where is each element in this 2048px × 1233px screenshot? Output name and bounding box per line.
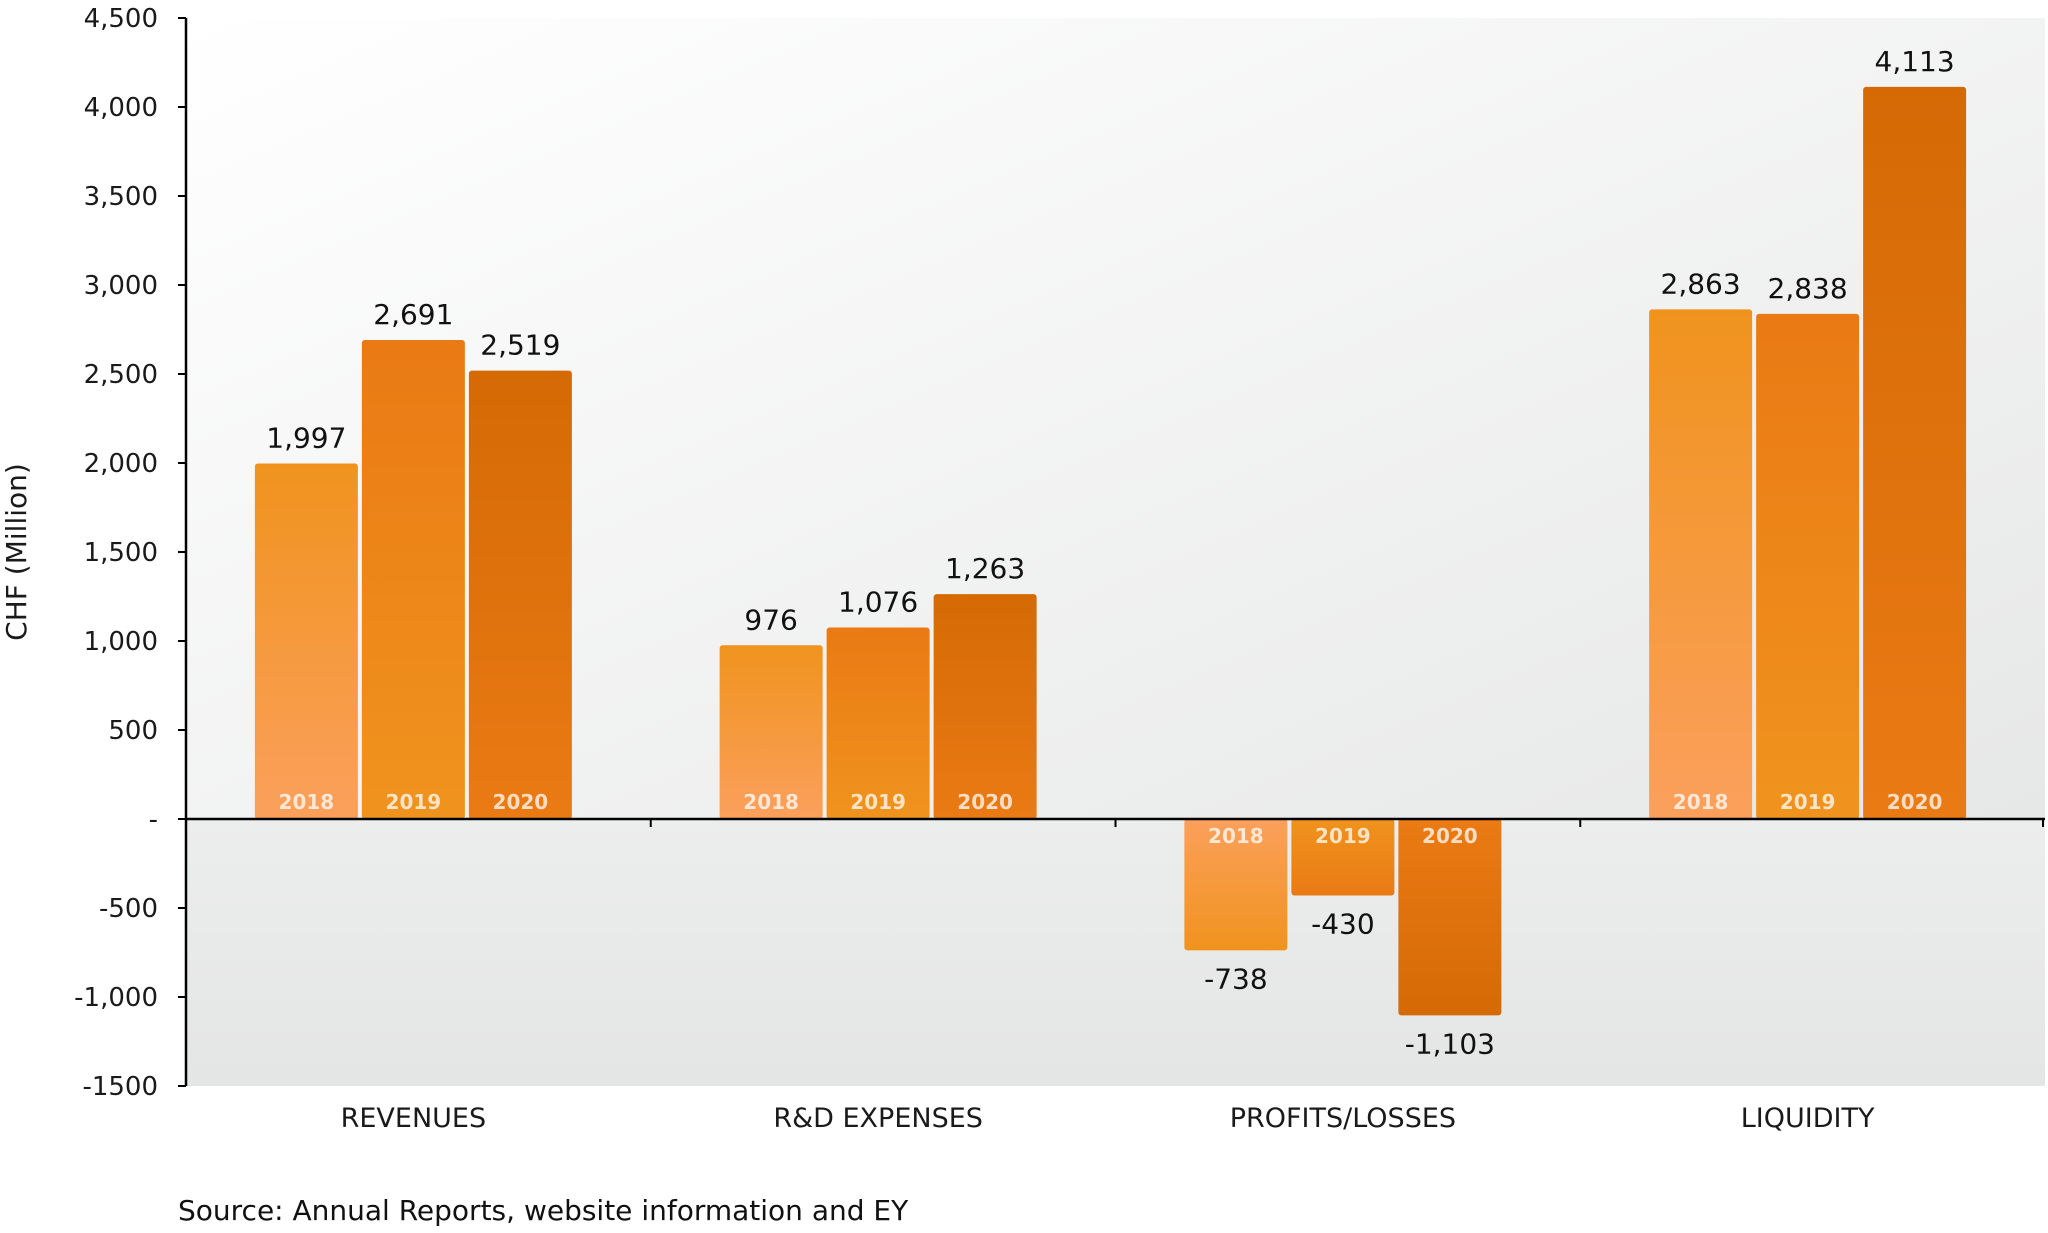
bar-r-d-expenses-2019 — [826, 627, 930, 819]
bar-year-label: 2018 — [1673, 790, 1729, 814]
bar-value-label: -430 — [1311, 908, 1375, 941]
bar-profits-losses-2018 — [1184, 819, 1288, 951]
bar-year-label: 2018 — [279, 790, 335, 814]
y-tick-label: 4,500 — [84, 4, 158, 34]
bar-profits-losses-2019 — [1291, 819, 1395, 896]
bar-year-label: 2020 — [1422, 824, 1478, 848]
bar-value-label: 4,113 — [1875, 45, 1955, 78]
bar-year-label: 2019 — [1315, 824, 1371, 848]
bar-profits-losses-2020 — [1398, 819, 1502, 1016]
bar-revenues-2019 — [361, 340, 465, 819]
bar-liquidity-2019 — [1756, 313, 1860, 819]
y-tick-label: 500 — [108, 716, 158, 746]
bar-r-d-expenses-2020 — [933, 594, 1037, 819]
y-axis-title: CHF (Million) — [0, 463, 33, 641]
y-tick-label: 4,000 — [84, 93, 158, 123]
y-tick-label: -500 — [99, 894, 158, 924]
y-tick-label: 3,000 — [84, 271, 158, 301]
y-tick-label: 2,500 — [84, 360, 158, 390]
y-tick-label: -1,000 — [74, 983, 158, 1013]
bar-value-label: 2,691 — [373, 298, 453, 331]
x-tick-label: R&D EXPENSES — [773, 1103, 983, 1134]
bar-r-d-expenses-2018 — [719, 645, 823, 819]
bar-value-label: 1,076 — [838, 585, 918, 618]
y-tick-label: 1,000 — [84, 627, 158, 657]
source-note: Source: Annual Reports, website informat… — [178, 1194, 909, 1227]
bar-year-label: 2020 — [1887, 790, 1943, 814]
y-tick-label: - — [149, 805, 158, 835]
x-tick-label: LIQUIDITY — [1741, 1103, 1875, 1134]
bar-value-label: 2,519 — [480, 329, 560, 362]
bar-year-label: 2019 — [386, 790, 442, 814]
bar-value-label: 2,838 — [1768, 272, 1848, 305]
y-tick-label: -1500 — [82, 1072, 158, 1102]
bar-year-label: 2019 — [850, 790, 906, 814]
bar-value-label: -1,103 — [1405, 1027, 1495, 1060]
bar-revenues-2020 — [468, 370, 572, 819]
y-tick-label: 1,500 — [84, 538, 158, 568]
bar-year-label: 2018 — [743, 790, 799, 814]
x-tick-label: REVENUES — [341, 1103, 487, 1134]
x-tick-label: PROFITS/LOSSES — [1230, 1103, 1456, 1134]
axes-layer — [178, 17, 2045, 1087]
bar-value-label: 1,997 — [266, 422, 346, 455]
bar-year-label: 2020 — [493, 790, 549, 814]
bar-value-label: 2,863 — [1661, 267, 1741, 300]
bar-liquidity-2018 — [1649, 309, 1753, 819]
y-tick-label: 3,500 — [84, 182, 158, 212]
labels-layer: 2018 1,997 2019 2,691 2020 2,519 REVENUES 2018 9… — [74, 4, 1955, 1134]
bar-value-label: -738 — [1204, 962, 1268, 995]
bar-year-label: 2018 — [1208, 824, 1264, 848]
bar-revenues-2018 — [254, 463, 358, 819]
bar-liquidity-2020 — [1863, 86, 1967, 820]
bar-year-label: 2020 — [957, 790, 1013, 814]
y-tick-label: 2,000 — [84, 449, 158, 479]
bar-value-label: 976 — [744, 603, 797, 636]
bar-value-label: 1,263 — [945, 552, 1025, 585]
plot-background-negative — [186, 818, 2045, 1086]
bars-layer — [254, 86, 1967, 1016]
bar-year-label: 2019 — [1780, 790, 1836, 814]
